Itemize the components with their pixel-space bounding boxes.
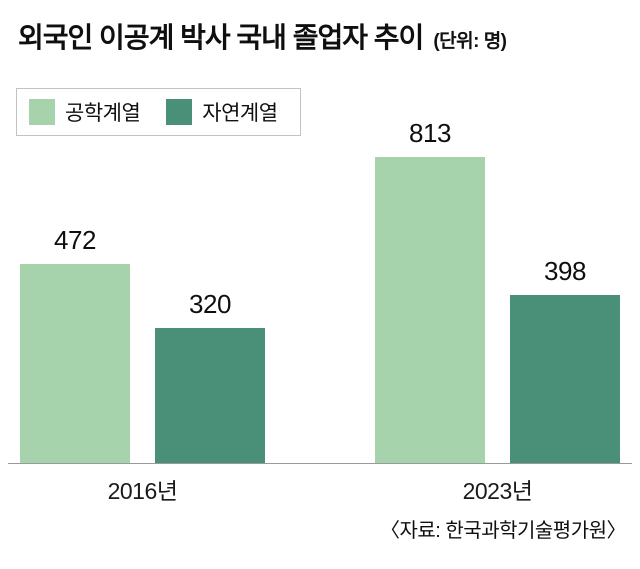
x-axis-line bbox=[8, 463, 632, 464]
bar-2016-natural-science bbox=[155, 328, 265, 463]
legend-swatch-engineering bbox=[29, 99, 55, 125]
legend-label-natural-science: 자연계열 bbox=[202, 102, 278, 125]
value-label-2016-engineering: 472 bbox=[54, 225, 96, 255]
chart-header: 외국인 이공계 박사 국내 졸업자 추이 (단위: 명) bbox=[18, 16, 630, 56]
bar-2023-engineering bbox=[375, 157, 485, 463]
bar-2016-engineering bbox=[20, 264, 130, 463]
source-note: 〈자료: 한국과학기술평가원〉 bbox=[379, 520, 627, 542]
bar-group-2016: 472 320 bbox=[20, 118, 265, 463]
value-label-2016-natural-science: 320 bbox=[189, 289, 231, 319]
bar-col-2023-natural-science: 398 bbox=[510, 118, 620, 463]
legend-label-engineering: 공학계열 bbox=[65, 102, 141, 125]
category-labels: 2016년 2023년 bbox=[0, 472, 640, 506]
value-label-2023-engineering: 813 bbox=[409, 118, 451, 148]
bars-area: 472 320 813 398 bbox=[0, 118, 640, 463]
legend-swatch-natural-science bbox=[166, 99, 193, 125]
bar-col-2016-natural-science: 320 bbox=[155, 118, 265, 463]
bar-chart: 472 320 813 398 2 bbox=[0, 118, 640, 506]
unit-label: (단위: 명) bbox=[433, 31, 507, 52]
bar-col-2023-engineering: 813 bbox=[375, 118, 485, 463]
legend-item-engineering: 공학계열 bbox=[29, 97, 141, 127]
value-label-2023-natural-science: 398 bbox=[544, 256, 586, 286]
category-label-2023: 2023년 bbox=[462, 478, 533, 504]
category-label-2016: 2016년 bbox=[107, 478, 178, 504]
bar-2023-natural-science bbox=[510, 295, 620, 463]
bar-group-2023: 813 398 bbox=[375, 118, 620, 463]
legend: 공학계열 자연계열 bbox=[16, 88, 301, 136]
bar-col-2016-engineering: 472 bbox=[20, 118, 130, 463]
page-title: 외국인 이공계 박사 국내 졸업자 추이 bbox=[18, 22, 424, 53]
legend-item-natural-science: 자연계열 bbox=[166, 97, 278, 127]
